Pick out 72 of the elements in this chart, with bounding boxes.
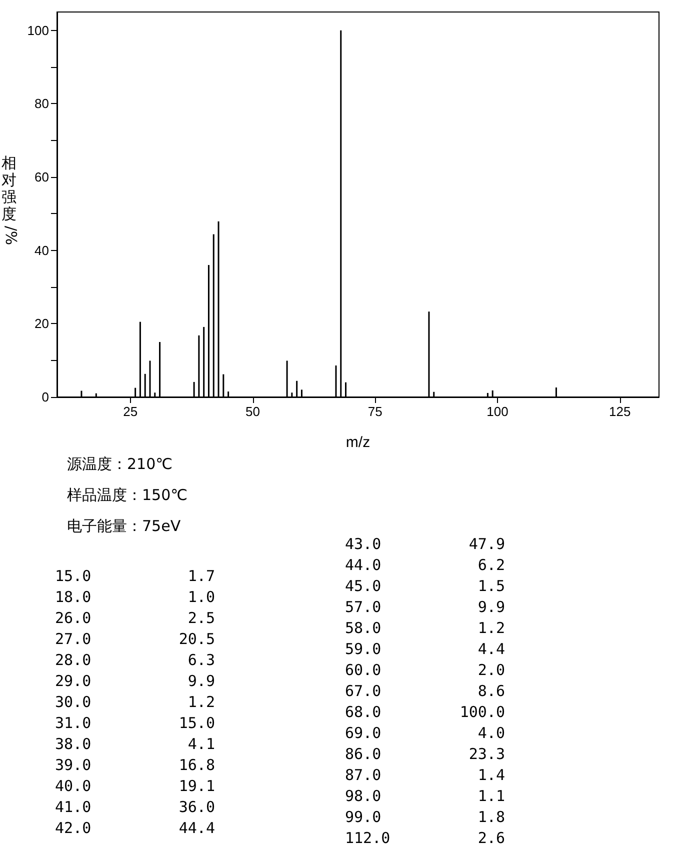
text: 57.0 — [345, 597, 382, 618]
text: 1.2 — [188, 692, 215, 713]
text: 源温度：210℃ — [67, 455, 172, 474]
text: 38.0 — [55, 734, 92, 755]
y-tick-label: 80 — [34, 96, 49, 112]
text: 27.0 — [55, 629, 92, 650]
text: 20.5 — [178, 629, 215, 650]
text: 68.0 — [345, 702, 382, 723]
text: 16.8 — [178, 755, 215, 776]
text: 1.4 — [478, 765, 505, 786]
text: 15.0 — [55, 566, 92, 587]
text: 6.2 — [478, 555, 505, 576]
text: 58.0 — [345, 618, 382, 639]
text: 69.0 — [345, 723, 382, 744]
text: 44.4 — [178, 818, 215, 839]
y-tick-label: 40 — [34, 242, 49, 258]
text: 4.4 — [478, 639, 505, 660]
text: 67.0 — [345, 681, 382, 702]
text: 44.0 — [345, 555, 382, 576]
text: 19.1 — [178, 776, 215, 797]
y-tick-label: 100 — [27, 22, 49, 38]
text: 26.0 — [55, 608, 92, 629]
text: 9.9 — [188, 671, 215, 692]
text: 42.0 — [55, 818, 92, 839]
text: 1.0 — [188, 587, 215, 608]
text: 18.0 — [55, 587, 92, 608]
text: 86.0 — [345, 744, 382, 765]
text: 1.2 — [478, 618, 505, 639]
text: 43.0 — [345, 534, 382, 555]
text: 29.0 — [55, 671, 92, 692]
x-tick-label: 50 — [246, 404, 260, 419]
text: 41.0 — [55, 797, 92, 818]
text: 59.0 — [345, 639, 382, 660]
text: 100.0 — [460, 702, 505, 723]
text: 1.5 — [478, 576, 505, 597]
y-tick-label: 60 — [34, 170, 49, 184]
y-tick-label: 0 — [42, 390, 49, 404]
text: 15.0 — [178, 713, 215, 734]
text: 40.0 — [55, 776, 92, 797]
x-tick-label: 75 — [368, 404, 382, 419]
text: 30.0 — [55, 692, 92, 713]
x-tick-label: 100 — [486, 404, 508, 419]
text: 99.0 — [345, 807, 382, 828]
text: 112.0 — [345, 828, 390, 849]
x-tick-label: 25 — [123, 404, 138, 419]
x-axis-title: m/z — [346, 434, 370, 451]
text: 45.0 — [345, 576, 382, 597]
text: 样品温度：150℃ — [67, 486, 188, 505]
text: 1.7 — [188, 566, 215, 587]
text: 28.0 — [55, 650, 92, 671]
text: 4.0 — [478, 723, 505, 744]
text: 2.0 — [478, 660, 505, 681]
text: 47.9 — [468, 534, 505, 555]
text: 电子能量：75eV — [67, 517, 181, 536]
text: 2.6 — [478, 828, 505, 849]
text: 36.0 — [178, 797, 215, 818]
text: 6.3 — [188, 650, 215, 671]
text: 9.9 — [478, 597, 505, 618]
text: 2.5 — [188, 608, 215, 629]
text: 23.3 — [468, 744, 505, 765]
text: 39.0 — [55, 755, 92, 776]
text: 98.0 — [345, 786, 382, 807]
y-tick-label: 20 — [34, 316, 49, 332]
y-axis-title: 相对强度/% — [1, 154, 20, 246]
text: 87.0 — [345, 765, 382, 786]
text: 8.6 — [478, 681, 505, 702]
text: 1.8 — [478, 807, 505, 828]
text: 31.0 — [55, 713, 92, 734]
x-tick-label: 125 — [608, 404, 631, 419]
text: 1.1 — [478, 786, 505, 807]
text: 4.1 — [188, 734, 215, 755]
text: 60.0 — [345, 660, 382, 681]
